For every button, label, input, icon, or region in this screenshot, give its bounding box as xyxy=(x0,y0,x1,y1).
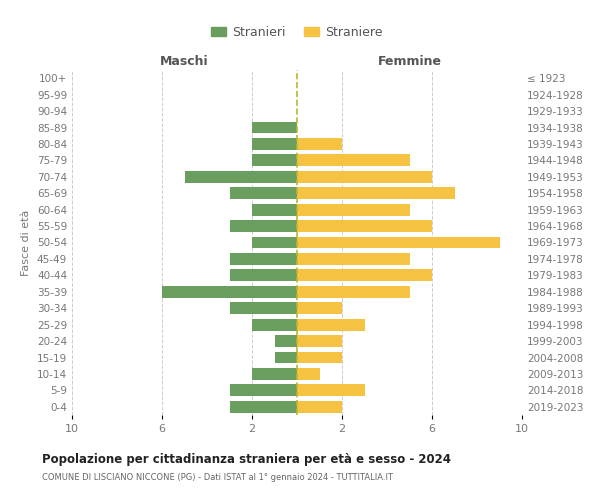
Bar xyxy=(229,188,297,199)
Bar xyxy=(275,335,297,347)
Bar xyxy=(252,236,297,248)
Bar xyxy=(297,154,409,166)
Bar xyxy=(297,220,432,232)
Bar xyxy=(275,352,297,364)
Bar xyxy=(229,401,297,412)
Bar xyxy=(297,384,365,396)
Bar xyxy=(252,122,297,134)
Bar xyxy=(297,188,455,199)
Bar xyxy=(252,368,297,380)
Bar xyxy=(252,154,297,166)
Text: Femmine: Femmine xyxy=(377,54,442,68)
Bar xyxy=(252,318,297,330)
Bar xyxy=(297,270,432,281)
Text: Maschi: Maschi xyxy=(160,54,209,68)
Text: COMUNE DI LISCIANO NICCONE (PG) - Dati ISTAT al 1° gennaio 2024 - TUTTITALIA.IT: COMUNE DI LISCIANO NICCONE (PG) - Dati I… xyxy=(42,472,393,482)
Bar xyxy=(252,138,297,150)
Bar xyxy=(229,220,297,232)
Bar xyxy=(297,368,320,380)
Bar xyxy=(297,352,342,364)
Bar xyxy=(297,318,365,330)
Bar xyxy=(297,204,409,216)
Bar xyxy=(297,138,342,150)
Bar xyxy=(297,302,342,314)
Bar xyxy=(229,302,297,314)
Text: Popolazione per cittadinanza straniera per età e sesso - 2024: Popolazione per cittadinanza straniera p… xyxy=(42,452,451,466)
Bar xyxy=(297,286,409,298)
Bar xyxy=(297,236,499,248)
Bar xyxy=(297,401,342,412)
Bar xyxy=(229,384,297,396)
Bar xyxy=(229,253,297,265)
Bar xyxy=(252,204,297,216)
Bar xyxy=(297,171,432,182)
Bar xyxy=(229,270,297,281)
Bar xyxy=(185,171,297,182)
Bar xyxy=(162,286,297,298)
Bar xyxy=(297,253,409,265)
Y-axis label: Fasce di età: Fasce di età xyxy=(22,210,31,276)
Bar xyxy=(297,335,342,347)
Legend: Stranieri, Straniere: Stranieri, Straniere xyxy=(206,21,388,44)
